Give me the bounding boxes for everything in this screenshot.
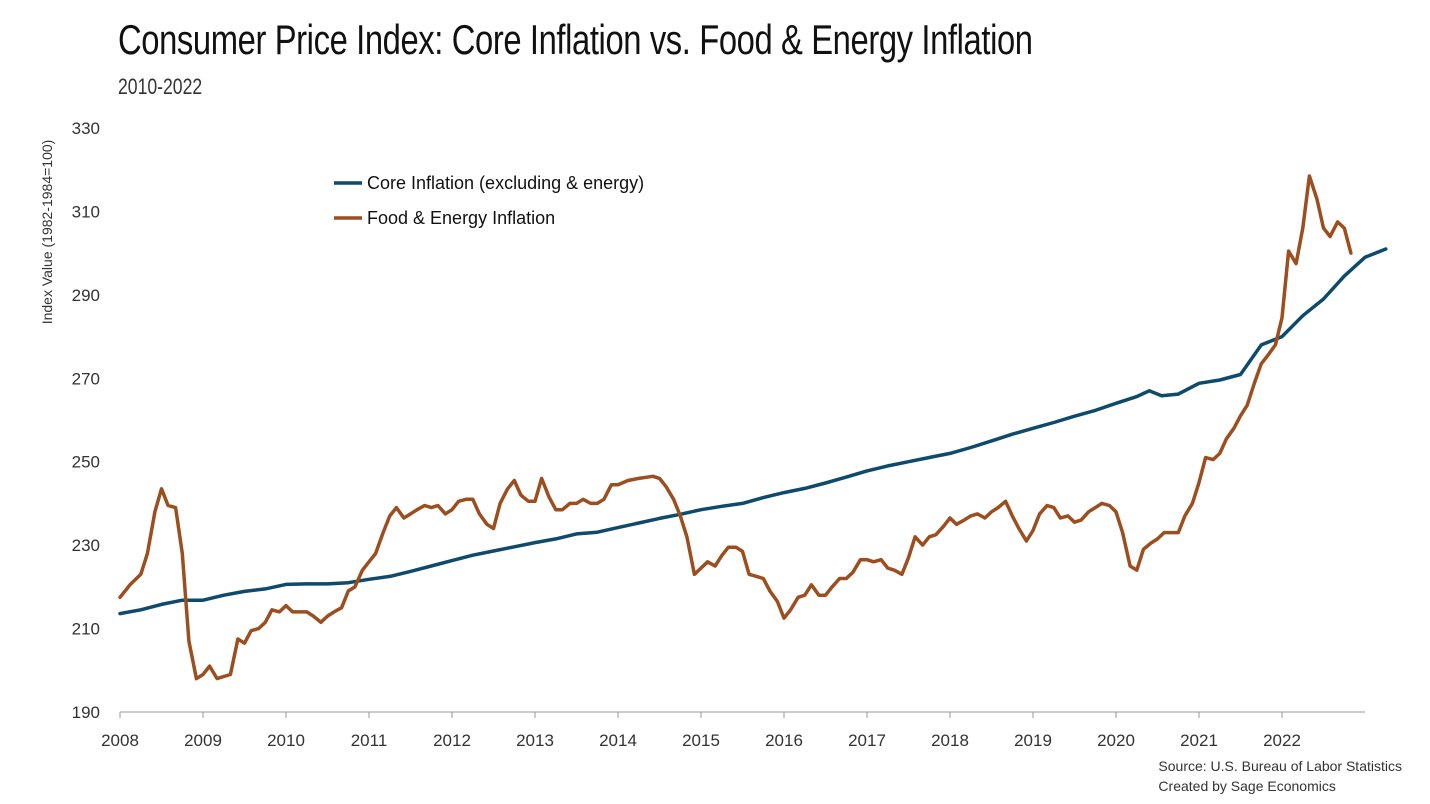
x-tick-label: 2008 [101, 731, 139, 750]
x-tick-label: 2016 [765, 731, 803, 750]
y-tick-label: 290 [72, 286, 100, 305]
x-tick-label: 2010 [267, 731, 305, 750]
source-note: Source: U.S. Bureau of Labor Statistics … [1158, 756, 1402, 796]
chart-subtitle: 2010-2022 [118, 74, 203, 99]
x-tick-label: 2017 [848, 731, 886, 750]
legend-label-core: Core Inflation (excluding & energy) [367, 173, 644, 193]
y-tick-label: 210 [72, 620, 100, 639]
x-tick-label: 2018 [931, 731, 969, 750]
series-line-food-energy-inflation [118, 174, 1353, 681]
source-line: Source: U.S. Bureau of Labor Statistics [1158, 758, 1402, 774]
y-tick-label: 190 [72, 703, 100, 722]
y-tick-label: 270 [72, 369, 100, 388]
x-tick-label: 2013 [516, 731, 554, 750]
x-tick-label: 2009 [184, 731, 222, 750]
x-tick-label: 2012 [433, 731, 471, 750]
x-tick-label: 2015 [682, 731, 720, 750]
x-tick-label: 2014 [599, 731, 637, 750]
x-tick-label: 2022 [1263, 731, 1301, 750]
chart-title: Consumer Price Index: Core Inflation vs.… [118, 16, 1033, 63]
legend-label-food-energy: Food & Energy Inflation [367, 208, 555, 228]
x-tick-label: 2019 [1014, 731, 1052, 750]
y-tick-label: 310 [72, 202, 100, 221]
y-axis-label: Index Value (1982-1984=100) [39, 140, 55, 325]
y-tick-label: 250 [72, 453, 100, 472]
series-line-core-inflation [118, 247, 1388, 616]
x-tick-label: 2011 [351, 731, 388, 750]
y-tick-label: 230 [72, 536, 100, 555]
x-tick-label: 2020 [1097, 731, 1135, 750]
created-by-line: Created by Sage Economics [1158, 778, 1336, 794]
y-tick-label: 330 [72, 119, 100, 138]
x-tick-label: 2021 [1180, 731, 1218, 750]
